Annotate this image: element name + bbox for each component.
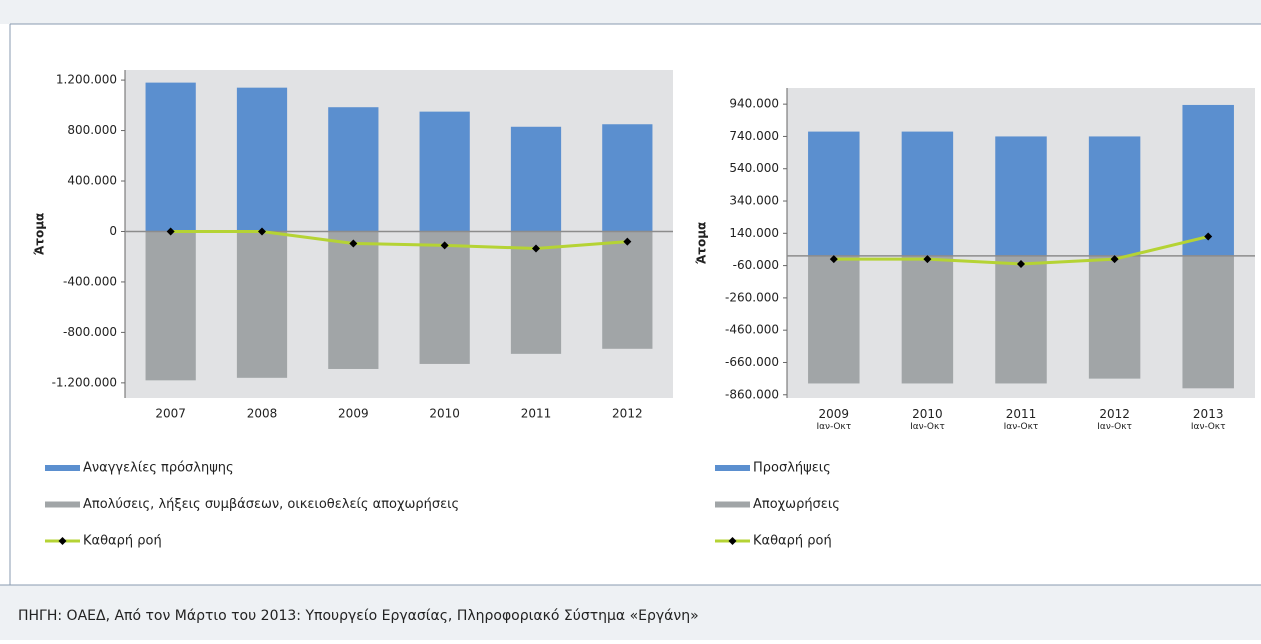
x-tick-label: 2009 Ιαν-Οκτ <box>816 407 851 432</box>
bar <box>602 124 653 232</box>
y-tick-label: 540.000 <box>729 161 779 175</box>
line-marker <box>440 241 449 250</box>
y-tick-label: 340.000 <box>729 194 779 208</box>
x-tick-label: 2011 <box>521 407 552 421</box>
legend-marker <box>58 537 67 545</box>
legend-swatch <box>715 501 750 508</box>
y-tick-label: -800.000 <box>63 325 117 339</box>
legend-label: Καθαρή ροή <box>83 534 162 549</box>
x-tick-label: 2008 <box>247 407 278 421</box>
x-tick-label: 2010 <box>429 407 460 421</box>
x-tick-label: 2007 <box>155 407 186 421</box>
legend-swatch <box>715 465 750 471</box>
legend-label: Αναγγελίες πρόσληψης <box>83 461 234 476</box>
bar <box>145 231 196 381</box>
line-marker <box>1204 232 1213 241</box>
bar <box>1182 104 1234 256</box>
legend-label: Προσλήψεις <box>753 461 831 476</box>
bar <box>419 111 470 232</box>
plot-area <box>125 70 673 398</box>
line-marker <box>166 227 175 236</box>
x-tick-label: 2011 Ιαν-Οκτ <box>1004 407 1039 432</box>
line-marker <box>829 255 838 264</box>
bar <box>328 231 379 369</box>
bar <box>510 126 562 232</box>
y-tick-label: 0 <box>109 224 117 238</box>
line-marker <box>258 227 266 236</box>
bar <box>1088 255 1141 379</box>
y-tick-label: 940.000 <box>729 97 779 111</box>
line-marker <box>623 237 632 246</box>
bar <box>901 255 954 384</box>
y-tick-label: 400.000 <box>67 174 117 188</box>
bar <box>995 136 1047 256</box>
bar <box>995 255 1047 384</box>
line-marker <box>1017 259 1025 268</box>
legend-label: Απολύσεις, λήξεις συμβάσεων, οικειοθελεί… <box>83 497 459 512</box>
top-strip <box>0 0 1261 24</box>
y-tick-label: 140.000 <box>729 226 779 240</box>
legend-marker <box>728 537 737 545</box>
y-tick-label: 740.000 <box>729 129 779 143</box>
footer <box>0 585 1261 640</box>
x-tick-label: 2009 <box>338 407 369 421</box>
bar <box>145 82 196 232</box>
y-tick-label: -260.000 <box>725 290 779 304</box>
line <box>170 229 628 251</box>
y-tick-label: -400.000 <box>63 274 117 288</box>
y-axis-label: Άτομα <box>695 222 709 265</box>
x-tick-label: 2012 Ιαν-Οκτ <box>1097 407 1132 432</box>
line-marker <box>923 255 932 264</box>
bar <box>419 231 470 364</box>
bar <box>236 231 288 378</box>
x-tick-label: 2010 Ιαν-Οκτ <box>910 407 945 432</box>
y-tick-label: -460.000 <box>725 323 779 337</box>
y-tick-label: 800.000 <box>67 123 117 137</box>
legend-swatch <box>45 465 80 471</box>
bar <box>808 255 860 384</box>
source: ΠΗΓΗ: ΟΑΕΔ, Από τον Μάρτιο του 2013: Υπο… <box>18 608 699 624</box>
legend-swatch <box>45 501 80 508</box>
y-tick-label: -1.200.000 <box>52 375 117 389</box>
bar <box>602 231 653 349</box>
x-tick-label: 2012 <box>612 407 643 421</box>
y-tick-label: 1.200.000 <box>56 73 117 87</box>
bar <box>808 131 860 256</box>
bar <box>901 131 954 256</box>
y-tick-label: -660.000 <box>725 355 779 369</box>
x-tick-label: 2013 Ιαν-Οκτ <box>1191 407 1226 432</box>
line-marker <box>1110 255 1119 264</box>
legend-label: Καθαρή ροή <box>753 534 832 549</box>
bar <box>1182 255 1234 389</box>
bar <box>1088 136 1141 256</box>
bar <box>236 87 288 232</box>
y-axis-label: Άτομα <box>33 213 47 256</box>
y-tick-label: -60.000 <box>733 258 779 272</box>
bar <box>328 107 379 232</box>
line-marker <box>532 244 540 253</box>
y-tick-label: -860.000 <box>725 387 779 401</box>
line-marker <box>349 239 358 248</box>
legend-label: Αποχωρήσεις <box>753 497 840 512</box>
